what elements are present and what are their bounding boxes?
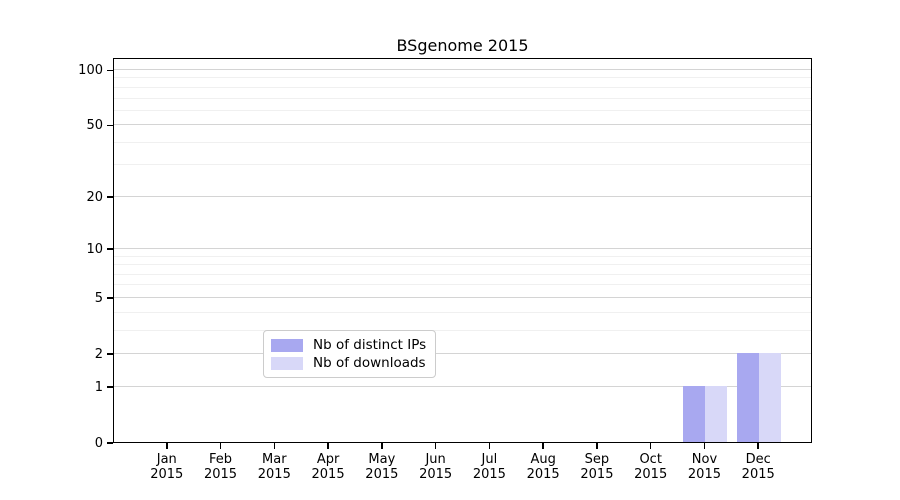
x-tick-label: Feb 2015 bbox=[191, 452, 251, 482]
major-gridline bbox=[114, 352, 811, 354]
legend-item-downloads: Nb of downloads bbox=[271, 354, 426, 372]
minor-gridline bbox=[114, 329, 811, 331]
x-tick-label: Sep 2015 bbox=[567, 452, 627, 482]
x-axis-tick bbox=[434, 443, 437, 449]
minor-gridline bbox=[114, 255, 811, 257]
x-tick-label-month: Nov bbox=[691, 452, 718, 467]
legend-label-downloads: Nb of downloads bbox=[313, 355, 426, 371]
x-tick-label-month: Dec bbox=[745, 452, 771, 467]
chart-title: BSgenome 2015 bbox=[396, 36, 529, 55]
x-tick-label: Jan 2015 bbox=[137, 452, 197, 482]
x-tick-label-month: Mar bbox=[262, 452, 287, 467]
x-tick-label-year: 2015 bbox=[580, 467, 614, 482]
y-tick-label: 1 bbox=[94, 379, 103, 395]
x-tick-label-year: 2015 bbox=[365, 467, 399, 482]
x-tick-label-year: 2015 bbox=[634, 467, 668, 482]
x-tick-label-month: Oct bbox=[639, 452, 662, 467]
major-gridline bbox=[114, 385, 811, 387]
y-axis-tick bbox=[107, 353, 113, 355]
x-axis-tick bbox=[542, 443, 544, 449]
minor-gridline bbox=[114, 141, 811, 143]
legend: Nb of distinct IPs Nb of downloads bbox=[263, 330, 437, 378]
bar-nb-of-downloads-dec bbox=[759, 353, 782, 442]
bar-nb-of-distinct-ips-nov bbox=[683, 386, 706, 442]
x-tick-label-year: 2015 bbox=[257, 467, 291, 482]
x-tick-label-month: Aug bbox=[530, 452, 556, 467]
x-axis-tick bbox=[166, 443, 168, 449]
bar-nb-of-downloads-nov bbox=[705, 386, 728, 442]
y-axis-tick bbox=[107, 442, 113, 444]
x-tick-label-month: Jan bbox=[156, 452, 177, 467]
y-tick-label: 50 bbox=[86, 118, 103, 134]
minor-gridline bbox=[114, 264, 811, 266]
major-gridline bbox=[114, 296, 811, 298]
x-axis-tick bbox=[649, 443, 652, 449]
y-axis-tick bbox=[107, 248, 113, 250]
x-tick-label-year: 2015 bbox=[150, 467, 184, 482]
minor-gridline bbox=[114, 311, 811, 313]
legend-label-distinct-ips: Nb of distinct IPs bbox=[313, 337, 427, 353]
minor-gridline bbox=[114, 86, 811, 88]
x-tick-label-year: 2015 bbox=[311, 467, 345, 482]
x-tick-label-month: May bbox=[368, 452, 396, 467]
major-gridline bbox=[114, 69, 811, 71]
minor-gridline bbox=[114, 97, 811, 99]
x-tick-label-year: 2015 bbox=[687, 467, 721, 482]
x-tick-label-month: Feb bbox=[209, 452, 233, 467]
x-axis-tick bbox=[219, 443, 222, 449]
x-tick-label-month: Jun bbox=[425, 452, 446, 467]
x-tick-label: Oct 2015 bbox=[621, 452, 681, 482]
minor-gridline bbox=[114, 77, 811, 79]
legend-swatch-distinct-ips bbox=[271, 338, 303, 352]
x-axis-tick bbox=[381, 443, 383, 449]
x-tick-label: Mar 2015 bbox=[244, 452, 304, 482]
x-axis-tick bbox=[596, 443, 598, 449]
x-tick-label: Aug 2015 bbox=[513, 452, 573, 482]
y-tick-label: 20 bbox=[86, 189, 103, 205]
y-axis-tick bbox=[107, 297, 113, 299]
x-tick-label: Dec 2015 bbox=[728, 452, 788, 482]
y-axis-tick bbox=[107, 124, 113, 127]
x-tick-label: Nov 2015 bbox=[674, 452, 734, 482]
x-axis-tick bbox=[703, 443, 706, 449]
x-tick-label: May 2015 bbox=[352, 452, 412, 482]
y-axis-tick bbox=[107, 69, 113, 72]
y-tick-label: 10 bbox=[86, 241, 103, 257]
x-tick-label-year: 2015 bbox=[419, 467, 453, 482]
bar-nb-of-distinct-ips-dec bbox=[737, 353, 760, 442]
y-tick-label: 0 bbox=[94, 435, 103, 451]
x-axis-tick bbox=[488, 443, 491, 449]
major-gridline bbox=[114, 124, 811, 126]
x-axis-tick bbox=[327, 443, 329, 449]
minor-gridline bbox=[114, 164, 811, 166]
x-tick-label: Jun 2015 bbox=[406, 452, 466, 482]
y-tick-label: 2 bbox=[94, 346, 103, 362]
x-tick-label-year: 2015 bbox=[526, 467, 560, 482]
legend-swatch-downloads bbox=[271, 356, 303, 370]
x-tick-label-month: Apr bbox=[316, 452, 340, 467]
plot-area bbox=[113, 58, 812, 443]
x-tick-label-year: 2015 bbox=[203, 467, 238, 482]
major-gridline bbox=[114, 248, 811, 249]
x-axis-tick bbox=[757, 443, 759, 449]
x-tick-label-month: Jul bbox=[481, 452, 498, 467]
major-gridline bbox=[114, 195, 811, 197]
y-tick-label: 5 bbox=[94, 290, 103, 306]
x-axis-tick bbox=[273, 443, 276, 449]
minor-gridline bbox=[114, 284, 811, 286]
x-tick-label-year: 2015 bbox=[472, 467, 506, 482]
minor-gridline bbox=[114, 273, 811, 275]
minor-gridline bbox=[114, 109, 811, 111]
y-axis-tick bbox=[107, 386, 113, 388]
x-tick-label-month: Sep bbox=[584, 452, 610, 467]
x-tick-label: Jul 2015 bbox=[459, 452, 519, 482]
x-tick-label: Apr 2015 bbox=[298, 452, 358, 482]
legend-item-distinct-ips: Nb of distinct IPs bbox=[271, 336, 426, 354]
x-tick-label-year: 2015 bbox=[741, 467, 775, 482]
y-axis-tick bbox=[107, 196, 113, 198]
y-tick-label: 100 bbox=[78, 63, 103, 79]
